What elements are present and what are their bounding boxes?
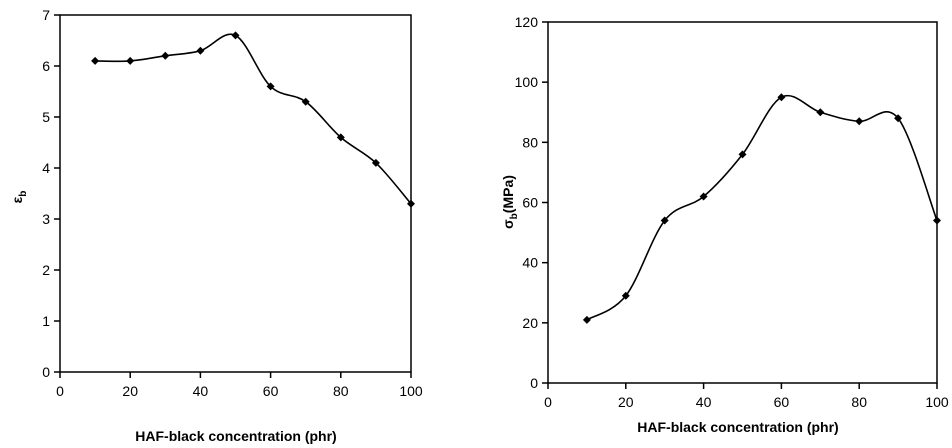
chart-elongation-data-point	[91, 56, 100, 65]
chart-tensile-y-tick-label: 80	[522, 134, 538, 150]
chart-tensile-data-point	[582, 315, 591, 324]
chart-elongation-data-point	[336, 133, 345, 142]
chart-tensile-data-point	[738, 150, 747, 159]
chart-tensile-x-tick-label: 100	[925, 394, 949, 410]
chart-elongation-y-tick-label: 4	[42, 160, 50, 176]
chart-tensile-data-point	[855, 117, 864, 126]
chart-elongation: εb HAF-black concentration (phr) 0 1 2 3 4 5 6…	[9, 7, 423, 444]
chart-elongation-data-point	[161, 51, 170, 60]
chart-elongation-x-tick-label: 0	[56, 383, 64, 399]
chart-tensile-y-tick-label: 40	[522, 255, 538, 271]
chart-tensile-y-tick-label: 60	[522, 195, 538, 211]
chart-tensile-plot-frame	[547, 21, 938, 384]
chart-elongation-data-point	[301, 97, 310, 106]
chart-elongation-plot-frame	[59, 14, 412, 373]
chart-elongation-y-tick-label: 7	[42, 7, 50, 23]
chart-elongation-x-tick-label: 100	[399, 383, 423, 399]
chart-tensile-x-axis-title: HAF-black concentration (phr)	[637, 419, 838, 435]
chart-elongation-x-tick-label: 40	[193, 383, 209, 399]
chart-tensile-strength: σb(MPa) HAF-black concentration (phr) 0 2…	[500, 14, 949, 435]
chart-elongation-data-point	[231, 31, 240, 40]
chart-elongation-data-point	[371, 158, 380, 167]
chart-elongation-y-tick-label: 0	[42, 364, 50, 380]
chart-elongation-y-axis-title: εb	[9, 191, 29, 204]
chart-tensile-x-tick-label: 0	[544, 394, 552, 410]
chart-tensile-y-tick-label: 120	[515, 14, 539, 30]
chart-elongation-series-line	[95, 33, 412, 205]
chart-tensile-x-tick-label: 80	[851, 394, 867, 410]
chart-elongation-data-point	[266, 82, 275, 91]
chart-elongation-y-tick-label: 2	[42, 262, 50, 278]
chart-elongation-data-point	[126, 56, 135, 65]
chart-tensile-x-tick-label: 20	[618, 394, 634, 410]
chart-tensile-data-point	[816, 108, 825, 117]
chart-elongation-y-tick-label: 3	[42, 211, 50, 227]
chart-tensile-series-line	[586, 94, 938, 321]
chart-elongation-data-point	[196, 46, 205, 55]
chart-tensile-y-tick-label: 100	[515, 74, 539, 90]
chart-tensile-y-axis-title: σb(MPa)	[500, 175, 520, 229]
chart-elongation-x-tick-label: 80	[333, 383, 349, 399]
chart-tensile-y-tick-label: 0	[530, 375, 538, 391]
chart-elongation-y-tick-label: 5	[42, 109, 50, 125]
chart-elongation-x-tick-label: 60	[263, 383, 279, 399]
chart-elongation-y-tick-label: 1	[42, 313, 50, 329]
chart-tensile-data-point	[660, 216, 669, 225]
chart-tensile-data-point	[777, 93, 786, 102]
chart-tensile-data-point	[894, 114, 903, 123]
chart-tensile-data-point	[699, 192, 708, 201]
chart-elongation-data-point	[407, 199, 415, 208]
chart-elongation-x-tick-label: 20	[122, 383, 138, 399]
chart-tensile-x-tick-label: 40	[696, 394, 712, 410]
chart-tensile-y-tick-label: 20	[522, 315, 538, 331]
chart-elongation-y-tick-label: 6	[42, 58, 50, 74]
chart-tensile-x-tick-label: 60	[774, 394, 790, 410]
chart-tensile-data-point	[933, 216, 941, 225]
chart-elongation-x-axis-title: HAF-black concentration (phr)	[135, 428, 336, 444]
chart-tensile-data-point	[621, 291, 630, 300]
